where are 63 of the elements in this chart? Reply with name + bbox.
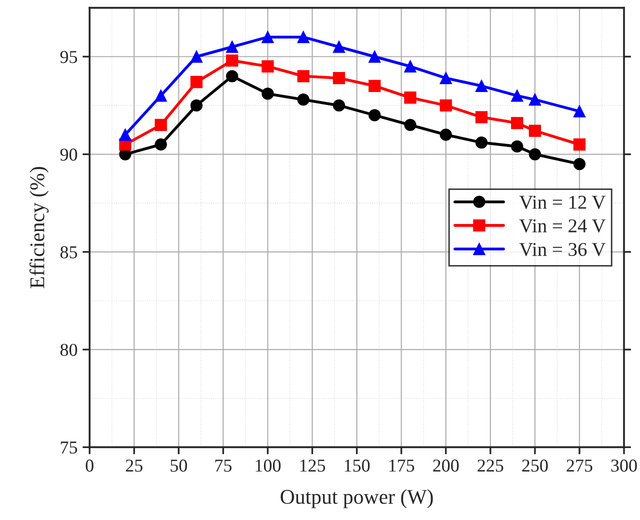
x-tick-label: 75 bbox=[215, 460, 232, 472]
point bbox=[190, 50, 203, 63]
x-tick-label: 50 bbox=[170, 460, 188, 472]
point bbox=[368, 80, 381, 92]
point bbox=[475, 111, 488, 124]
point bbox=[262, 88, 274, 100]
point bbox=[119, 128, 132, 141]
x-tick-label: 150 bbox=[344, 460, 370, 472]
point bbox=[190, 99, 203, 112]
point bbox=[154, 118, 167, 132]
point bbox=[528, 94, 542, 106]
point bbox=[475, 80, 488, 92]
point bbox=[573, 158, 586, 170]
point bbox=[440, 99, 452, 112]
point bbox=[262, 31, 274, 44]
point bbox=[154, 90, 167, 102]
point bbox=[404, 118, 416, 132]
point bbox=[154, 138, 167, 151]
point bbox=[368, 50, 381, 63]
point bbox=[332, 99, 346, 112]
x-tick-label: 25 bbox=[126, 460, 142, 472]
point bbox=[528, 148, 542, 160]
y-tick-label: 85 bbox=[60, 246, 78, 258]
point bbox=[528, 124, 542, 137]
point bbox=[297, 31, 310, 44]
point bbox=[573, 105, 586, 118]
y-axis-title: Efficiency (%) bbox=[29, 167, 49, 288]
point bbox=[511, 140, 524, 153]
point bbox=[190, 76, 203, 88]
point bbox=[332, 40, 346, 53]
point bbox=[440, 128, 452, 141]
y-tick-label: 75 bbox=[60, 442, 78, 454]
x-tick-label: 200 bbox=[433, 460, 459, 472]
x-tick-label: 175 bbox=[389, 460, 414, 472]
point bbox=[440, 72, 452, 84]
point bbox=[404, 92, 416, 104]
point bbox=[226, 54, 238, 67]
legend-label: Vin = 36 V bbox=[519, 242, 606, 256]
legend-label: Vin = 12 V bbox=[519, 196, 606, 209]
y-tick-label: 95 bbox=[60, 50, 78, 64]
point bbox=[226, 70, 238, 82]
x-tick-label: 300 bbox=[611, 460, 637, 472]
y-tick-label: 90 bbox=[60, 148, 78, 161]
point bbox=[404, 60, 416, 72]
point bbox=[475, 136, 488, 149]
legend-label: Vin = 24 V bbox=[519, 219, 606, 233]
point bbox=[368, 109, 381, 122]
x-tick-label: 225 bbox=[478, 460, 504, 472]
point bbox=[511, 116, 524, 130]
x-axis-title: Output power (W) bbox=[280, 489, 433, 508]
y-tick-label: 80 bbox=[60, 344, 78, 356]
x-tick-label: 0 bbox=[86, 460, 94, 472]
point bbox=[262, 60, 274, 72]
point bbox=[297, 70, 310, 82]
point bbox=[573, 138, 586, 151]
point bbox=[297, 94, 310, 106]
point bbox=[511, 90, 524, 102]
x-tick-label: 100 bbox=[256, 460, 281, 472]
point bbox=[226, 40, 238, 53]
x-tick-label: 125 bbox=[300, 460, 326, 472]
x-tick-label: 275 bbox=[566, 460, 592, 472]
point bbox=[332, 72, 346, 84]
x-tick-label: 250 bbox=[522, 460, 548, 472]
